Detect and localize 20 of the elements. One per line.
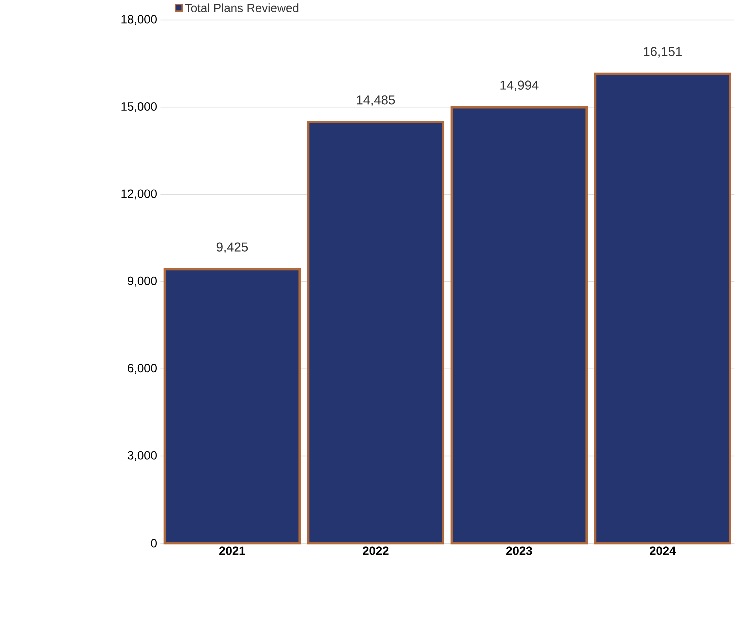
y-tick-label: 0 (151, 539, 157, 548)
y-tick-label: 15,000 (122, 102, 157, 113)
x-tick-label: 2022 (363, 546, 389, 556)
bar (164, 268, 302, 545)
y-tick-label: 3,000 (128, 452, 157, 462)
x-tick-label: 2023 (506, 546, 532, 556)
x-tick-label: 2021 (220, 546, 246, 556)
bar (450, 106, 588, 545)
bar (594, 73, 732, 545)
y-tick-label: 18,000 (122, 16, 157, 26)
data-label: 14,485 (357, 96, 396, 106)
y-tick-label: 12,000 (122, 190, 157, 200)
data-label: 9,425 (216, 242, 248, 254)
x-tick-label: 2024 (650, 546, 676, 556)
data-label: 14,994 (500, 81, 539, 92)
y-tick-label: 9,000 (128, 277, 157, 288)
y-tick-label: 6,000 (128, 364, 157, 374)
bar (307, 121, 445, 545)
data-label: 16,151 (644, 47, 682, 58)
legend-label: Total Plans Reviewed (185, 4, 299, 13)
